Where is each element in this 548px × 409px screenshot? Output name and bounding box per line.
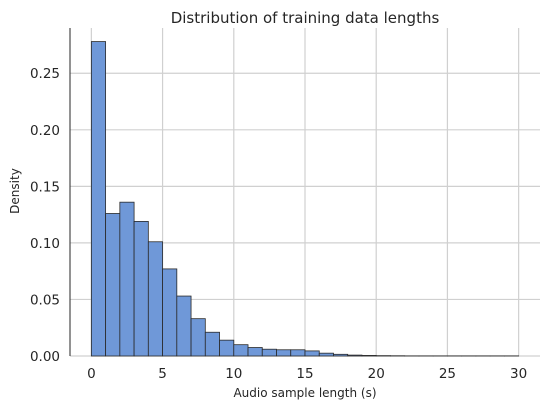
histogram-bar xyxy=(333,353,349,357)
y-tick-labels: 0.00 0.05 0.10 0.15 0.20 0.25 xyxy=(30,66,60,365)
x-tick-label: 15 xyxy=(296,366,313,382)
histogram-bar xyxy=(347,354,363,357)
y-tick-label: 0.05 xyxy=(30,292,60,308)
x-tick-label: 5 xyxy=(158,366,167,382)
histogram-bar xyxy=(318,352,334,357)
histogram-bar xyxy=(176,295,192,357)
histogram-bar xyxy=(276,349,292,357)
chart-title: Distribution of training data lengths xyxy=(171,9,440,27)
histogram-bar xyxy=(233,344,249,357)
histogram-bar xyxy=(361,355,377,357)
histogram-bar xyxy=(147,241,163,357)
histogram-bar xyxy=(119,201,135,357)
histogram-bar xyxy=(219,339,235,357)
y-tick-label: 0.20 xyxy=(30,123,60,139)
x-tick-label: 30 xyxy=(510,366,527,382)
x-tick-label: 25 xyxy=(439,366,456,382)
histogram-bar xyxy=(162,268,178,357)
histogram-bar xyxy=(105,213,121,357)
histogram-bar xyxy=(190,318,206,357)
histogram-bars xyxy=(90,41,520,357)
histogram-bar xyxy=(204,331,220,357)
y-tick-label: 0.25 xyxy=(30,66,60,82)
x-axis-label: Audio sample length (s) xyxy=(233,386,376,400)
histogram-bar xyxy=(247,347,263,357)
x-tick-label: 10 xyxy=(225,366,242,382)
y-tick-label: 0.00 xyxy=(30,349,60,365)
y-axis-label: Density xyxy=(8,168,22,214)
histogram-bar xyxy=(133,221,149,357)
histogram-bar xyxy=(261,348,277,357)
y-tick-label: 0.15 xyxy=(30,179,60,195)
x-tick-label: 20 xyxy=(368,366,385,382)
histogram-bar xyxy=(90,41,107,357)
histogram-bar xyxy=(290,349,306,357)
x-tick-labels: 0 5 10 15 20 25 30 xyxy=(87,366,527,382)
x-tick-label: 0 xyxy=(87,366,96,382)
histogram-bar xyxy=(304,350,320,357)
y-tick-label: 0.10 xyxy=(30,236,60,252)
